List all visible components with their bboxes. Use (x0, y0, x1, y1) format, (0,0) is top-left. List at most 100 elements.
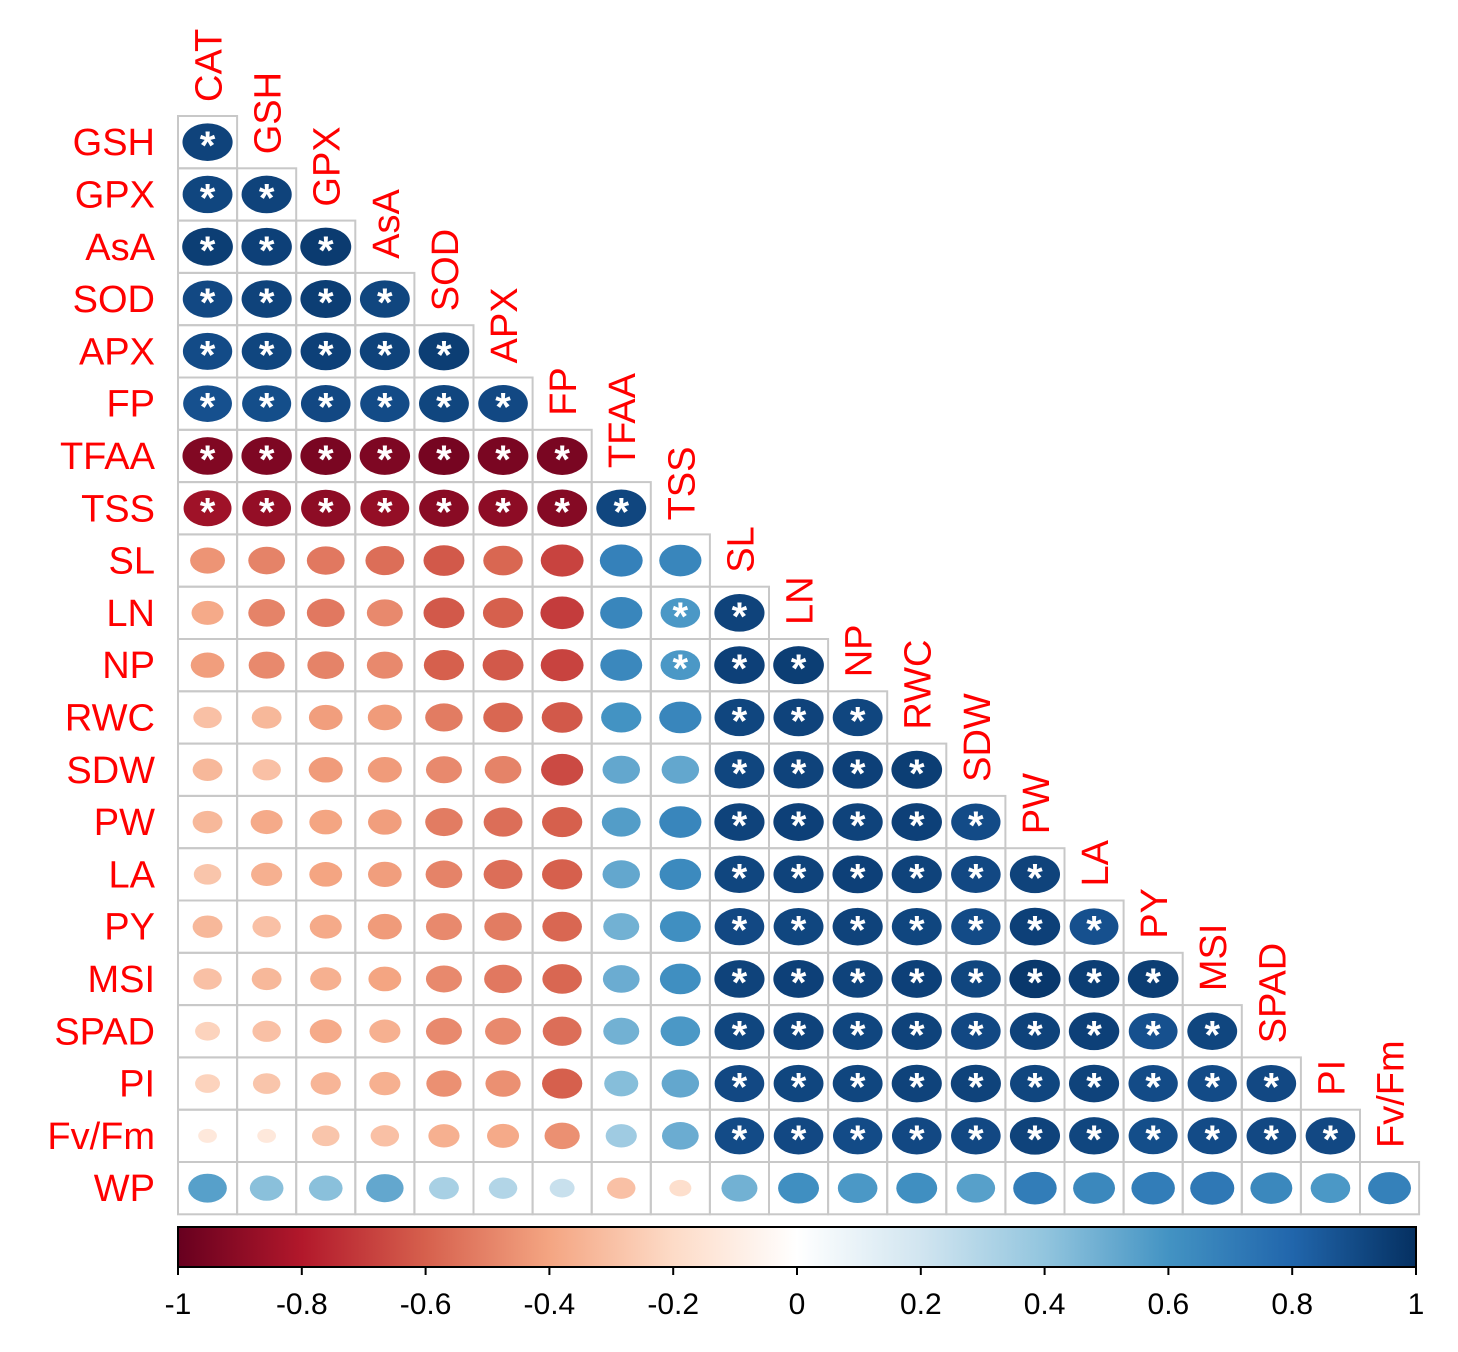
significance-marker: * (909, 752, 925, 796)
correlation-ellipse (956, 1173, 996, 1203)
column-label: PW (1016, 773, 1058, 834)
correlation-ellipse (193, 864, 222, 885)
correlation-ellipse (366, 651, 403, 679)
correlation-ellipse (542, 911, 582, 942)
correlation-ellipse (1073, 1172, 1116, 1204)
correlation-ellipse (241, 227, 292, 266)
correlation-ellipse (603, 913, 640, 941)
significance-marker: * (436, 490, 452, 534)
correlation-ellipse (1187, 1117, 1237, 1155)
significance-marker: * (850, 699, 866, 743)
correlation-ellipse (192, 915, 223, 938)
correlation-ellipse (484, 964, 522, 994)
correlation-ellipse (193, 968, 222, 990)
correlation-ellipse (1009, 1012, 1061, 1051)
significance-marker: * (259, 281, 275, 325)
correlation-ellipse (1013, 1171, 1057, 1205)
colorbar-tick-label: -0.8 (276, 1288, 328, 1321)
significance-marker: * (1086, 1013, 1102, 1057)
correlation-ellipse (309, 914, 342, 939)
significance-marker: * (673, 647, 689, 691)
significance-marker: * (1264, 1118, 1280, 1162)
correlation-ellipse (308, 756, 343, 783)
correlation-ellipse (308, 1175, 343, 1201)
correlation-ellipse (1068, 1012, 1120, 1051)
correlation-ellipse (714, 855, 765, 894)
correlation-ellipse (484, 755, 522, 784)
significance-marker: * (909, 909, 925, 953)
significance-marker: * (200, 229, 216, 273)
significance-marker: * (200, 333, 216, 377)
correlation-ellipse (773, 1012, 824, 1051)
row-label: LN (106, 593, 155, 635)
correlation-ellipse (660, 1016, 701, 1047)
significance-marker: * (259, 490, 275, 534)
significance-marker: * (968, 1066, 984, 1110)
correlation-ellipse (540, 596, 584, 630)
correlation-ellipse (1305, 1117, 1356, 1155)
colorbar-tick-label: 0.2 (900, 1288, 942, 1321)
row-label: SPAD (54, 1011, 155, 1053)
correlation-ellipse (242, 385, 292, 423)
significance-marker: * (436, 438, 452, 482)
significance-marker: * (1086, 909, 1102, 953)
correlation-ellipse (891, 803, 942, 841)
significance-marker: * (1027, 909, 1043, 953)
significance-marker: * (1145, 961, 1161, 1005)
row-label: NP (102, 645, 155, 687)
significance-marker: * (200, 124, 216, 168)
correlation-ellipse (659, 806, 702, 838)
correlation-ellipse (423, 650, 465, 681)
correlation-ellipse (485, 1070, 521, 1097)
correlation-ellipse (602, 755, 640, 784)
correlation-ellipse (714, 803, 765, 841)
significance-marker: * (259, 438, 275, 482)
correlation-ellipse (251, 706, 282, 729)
correlation-ellipse (661, 1069, 700, 1098)
correlation-ellipse (773, 803, 824, 841)
correlation-ellipse (369, 1071, 401, 1096)
column-label: LN (780, 576, 822, 625)
correlation-ellipse (241, 280, 292, 318)
column-label: CAT (189, 29, 231, 102)
colorbar-tick-label: -1 (165, 1288, 192, 1321)
significance-marker: * (732, 961, 748, 1005)
correlation-ellipse (607, 1177, 636, 1199)
correlation-ellipse (487, 1123, 520, 1148)
correlation-ellipse (308, 704, 343, 731)
column-label: PI (1311, 1060, 1353, 1096)
correlation-ellipse (714, 594, 765, 632)
correlation-ellipse (483, 859, 523, 889)
correlation-ellipse (714, 1064, 765, 1103)
correlation-ellipse (365, 545, 405, 576)
correlation-ellipse (419, 384, 469, 423)
significance-marker: * (318, 490, 334, 534)
correlation-ellipse (891, 1012, 942, 1051)
correlation-ellipse (603, 1017, 640, 1045)
significance-marker: * (791, 752, 807, 796)
correlation-ellipse (251, 862, 283, 887)
correlation-ellipse (837, 1173, 878, 1204)
correlation-ellipse (950, 1064, 1001, 1103)
correlation-ellipse (714, 646, 765, 685)
cell-box (1359, 1161, 1421, 1216)
row-label: SL (109, 541, 155, 583)
correlation-ellipse (1250, 1172, 1293, 1204)
colorbar-gradient (177, 1226, 1417, 1268)
significance-marker: * (850, 752, 866, 796)
significance-marker: * (259, 333, 275, 377)
significance-marker: * (436, 386, 452, 430)
significance-marker: * (554, 490, 570, 534)
correlation-ellipse (1246, 1117, 1297, 1155)
correlation-ellipse (423, 545, 465, 576)
correlation-ellipse (248, 599, 286, 627)
correlation-ellipse (1069, 908, 1119, 945)
correlation-ellipse (367, 756, 402, 783)
significance-marker: * (791, 804, 807, 848)
correlation-ellipse (714, 698, 765, 737)
correlation-ellipse (368, 809, 402, 835)
correlation-cells: * * * * * * * * * * * * * * * * * * * * * * * * * * * * * * * * * * * * * * * *… (177, 115, 1421, 1216)
column-label: SL (720, 526, 762, 572)
correlation-ellipse (714, 1117, 765, 1155)
correlation-ellipse (660, 597, 701, 628)
